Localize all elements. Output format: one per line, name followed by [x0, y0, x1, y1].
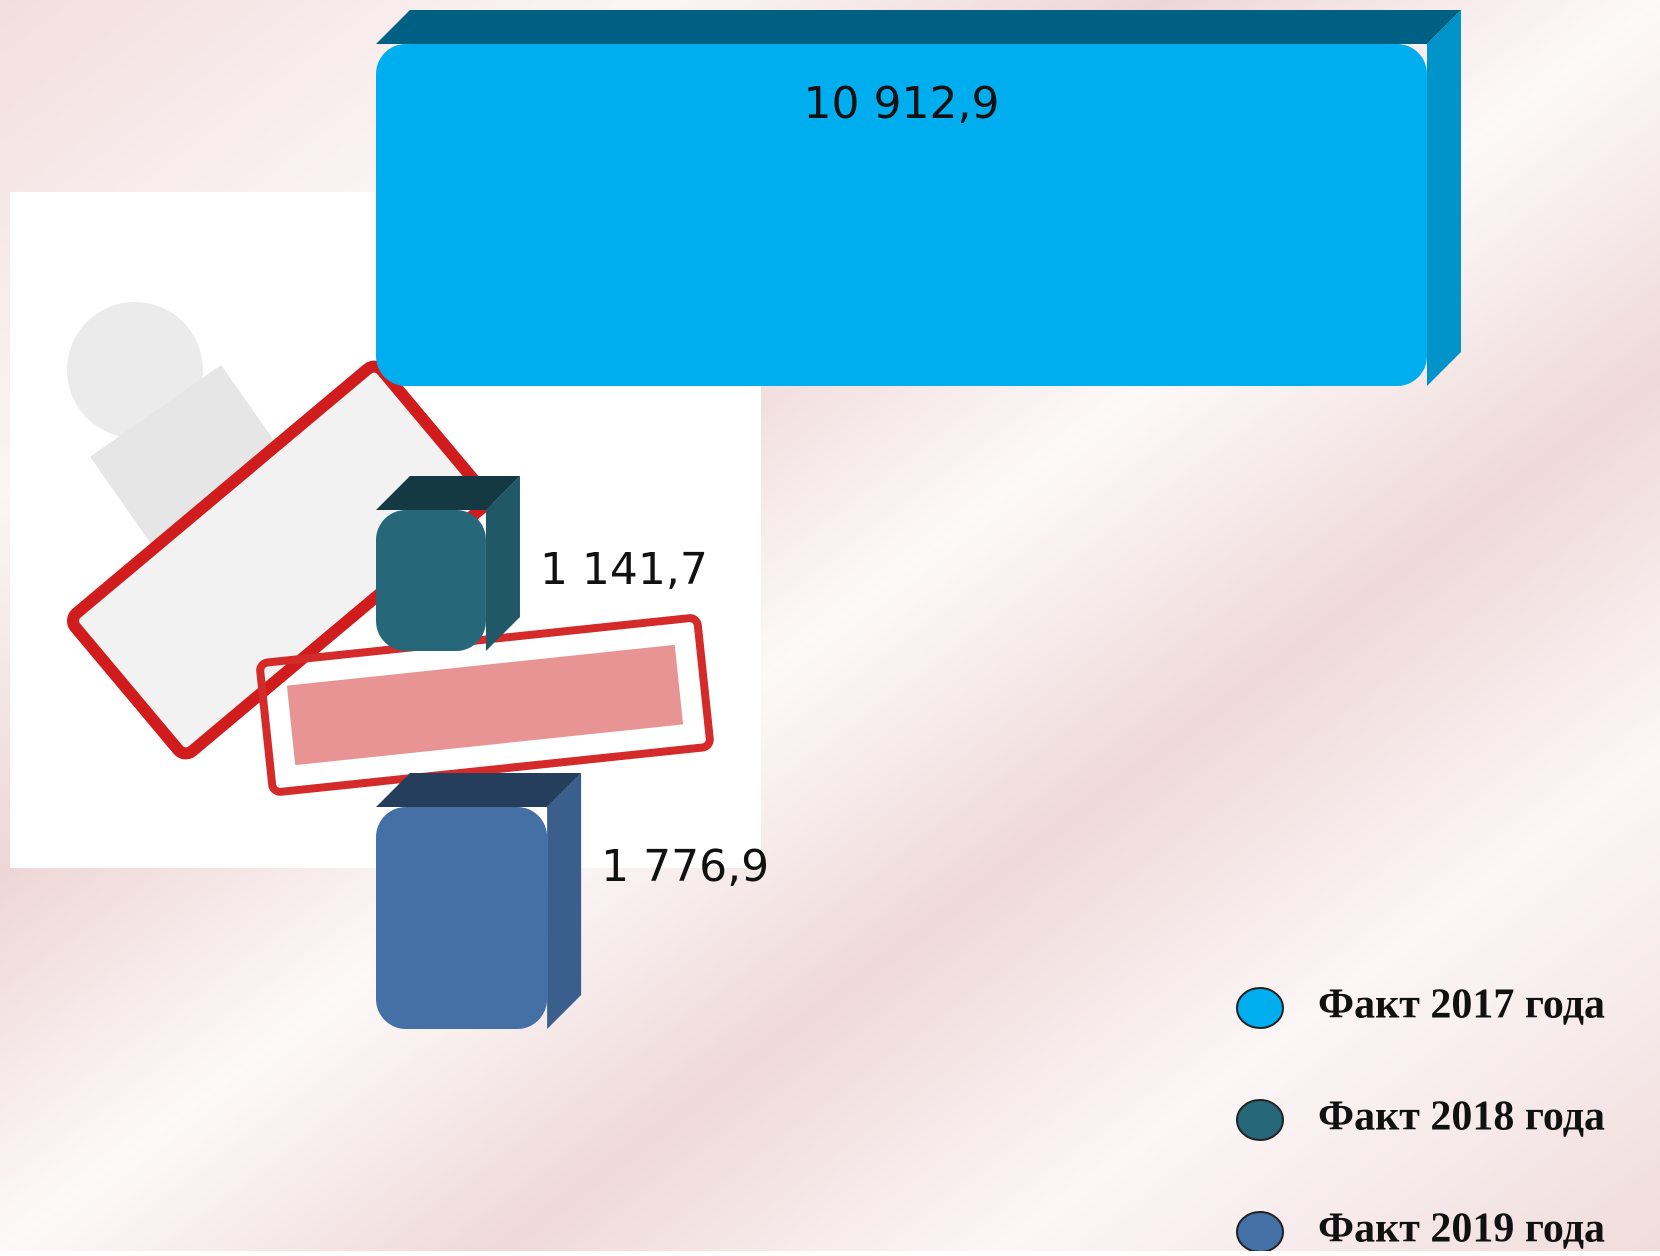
value-label: 1 141,7	[540, 544, 708, 595]
bars: 10 912,9 1 141,7 1 776,9	[376, 10, 1461, 1029]
bar-group: 10 912,9	[376, 10, 1461, 386]
bar	[376, 44, 1427, 386]
bar-side	[547, 773, 582, 1029]
legend-marker	[1236, 1211, 1284, 1253]
bar-side	[1427, 10, 1461, 386]
bar-group: 1 141,7	[376, 476, 708, 651]
bar-top	[376, 476, 520, 510]
legend-label: Факт 2017 года	[1318, 982, 1605, 1028]
legend-marker	[1236, 1099, 1284, 1141]
bar	[376, 807, 548, 1029]
value-label: 10 912,9	[804, 78, 1000, 129]
bar-top	[376, 773, 582, 807]
legend-marker	[1236, 987, 1284, 1029]
value-label: 1 776,9	[601, 841, 769, 892]
bar-side	[485, 476, 520, 651]
legend-label: Факт 2019 года	[1318, 1206, 1605, 1251]
bar	[376, 510, 486, 651]
legend-label: Факт 2018 года	[1318, 1094, 1605, 1140]
legend: Факт 2017 года Факт 2018 года Факт 2019 го…	[1236, 982, 1605, 1253]
bar-top	[376, 10, 1461, 44]
bar-group: 1 776,9	[376, 773, 769, 1029]
